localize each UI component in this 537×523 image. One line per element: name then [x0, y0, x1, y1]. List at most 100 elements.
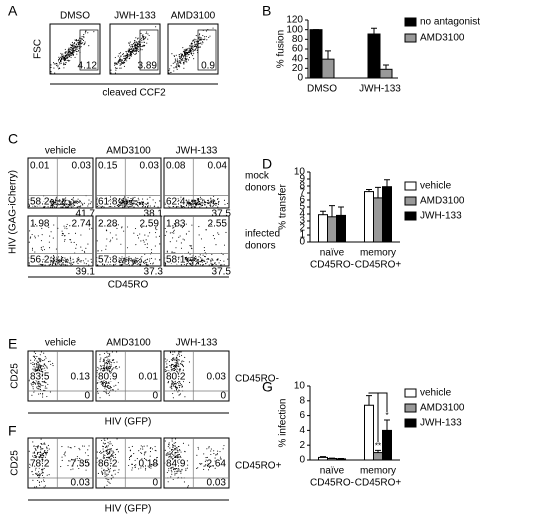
event-dot — [118, 469, 120, 471]
event-dot — [44, 367, 46, 369]
event-dot — [52, 205, 54, 207]
event-dot — [110, 365, 112, 367]
event-dot — [46, 377, 48, 379]
legend-label: AMD3100 — [420, 196, 465, 207]
event-dot — [110, 72, 112, 74]
event-dot — [197, 467, 199, 469]
event-dot — [135, 37, 137, 39]
event-dot — [72, 198, 74, 200]
event-dot — [173, 442, 175, 444]
event-dot — [100, 375, 102, 377]
event-dot — [184, 58, 186, 60]
event-dot — [217, 198, 219, 200]
bar — [336, 458, 346, 461]
event-dot — [113, 359, 115, 361]
event-dot — [164, 369, 166, 371]
event-dot — [36, 356, 38, 358]
event-dot — [96, 370, 98, 372]
event-dot — [191, 199, 193, 201]
event-dot — [146, 259, 148, 261]
event-dot — [176, 365, 178, 367]
event-dot — [43, 381, 45, 383]
event-dot — [201, 259, 203, 261]
event-dot — [152, 263, 154, 265]
event-dot — [112, 377, 114, 379]
event-dot — [83, 202, 85, 204]
event-dot — [36, 370, 38, 372]
event-dot — [217, 203, 220, 205]
event-dot — [188, 259, 190, 261]
event-dot — [104, 385, 106, 387]
event-dot — [28, 198, 30, 200]
event-dot — [154, 245, 156, 247]
event-dot — [89, 203, 91, 205]
event-dot — [63, 200, 65, 202]
quadrant-value: 0 — [152, 478, 158, 489]
event-dot — [109, 366, 111, 368]
event-dot — [178, 200, 180, 202]
event-dot — [39, 446, 41, 448]
event-dot — [114, 72, 116, 74]
event-dot — [202, 38, 204, 40]
event-dot — [184, 257, 186, 259]
event-dot — [193, 199, 195, 201]
event-dot — [52, 262, 54, 264]
event-dot — [143, 262, 145, 264]
event-dot — [62, 53, 64, 55]
event-dot — [171, 449, 173, 451]
event-dot — [120, 67, 122, 69]
event-dot — [106, 484, 108, 486]
event-dot — [34, 447, 36, 450]
event-dot — [73, 45, 75, 47]
event-dot — [146, 243, 148, 245]
event-dot — [28, 257, 30, 259]
event-dot — [204, 260, 206, 262]
event-dot — [122, 197, 124, 199]
event-dot — [173, 364, 175, 366]
event-dot — [40, 248, 42, 250]
event-dot — [60, 264, 62, 266]
event-dot — [34, 486, 36, 488]
event-dot — [126, 60, 128, 62]
event-dot — [34, 382, 36, 384]
event-dot — [101, 261, 103, 263]
event-dot — [203, 465, 205, 467]
event-dot — [126, 264, 128, 266]
event-dot — [148, 34, 150, 37]
event-dot — [151, 448, 154, 450]
event-dot — [125, 57, 128, 59]
event-dot — [199, 43, 201, 45]
event-dot — [181, 205, 183, 207]
event-dot — [67, 206, 69, 208]
error-bar — [366, 395, 372, 406]
event-dot — [174, 61, 176, 63]
event-dot — [130, 204, 132, 206]
event-dot — [201, 38, 203, 40]
event-dot — [43, 374, 45, 376]
event-dot — [173, 227, 175, 229]
event-dot — [180, 56, 182, 58]
event-dot — [105, 366, 107, 369]
event-dot — [196, 261, 198, 263]
event-dot — [103, 260, 105, 262]
event-dot — [41, 470, 43, 472]
event-dot — [62, 206, 64, 208]
event-dot — [36, 472, 38, 474]
event-dot — [58, 61, 60, 63]
event-dot — [89, 223, 91, 225]
event-dot — [212, 27, 214, 29]
event-dot — [40, 449, 42, 451]
quadrant-value: 38.1 — [144, 209, 164, 220]
event-dot — [127, 203, 129, 205]
event-dot — [108, 478, 110, 481]
event-dot — [197, 204, 199, 206]
event-dot — [194, 43, 196, 45]
event-dot — [193, 40, 195, 42]
event-dot — [52, 260, 54, 262]
quadrant-value: 2.59 — [140, 219, 160, 230]
event-dot — [135, 257, 137, 259]
event-dot — [79, 449, 81, 451]
event-dot — [138, 44, 140, 46]
event-dot — [40, 256, 42, 258]
event-dot — [46, 256, 48, 258]
